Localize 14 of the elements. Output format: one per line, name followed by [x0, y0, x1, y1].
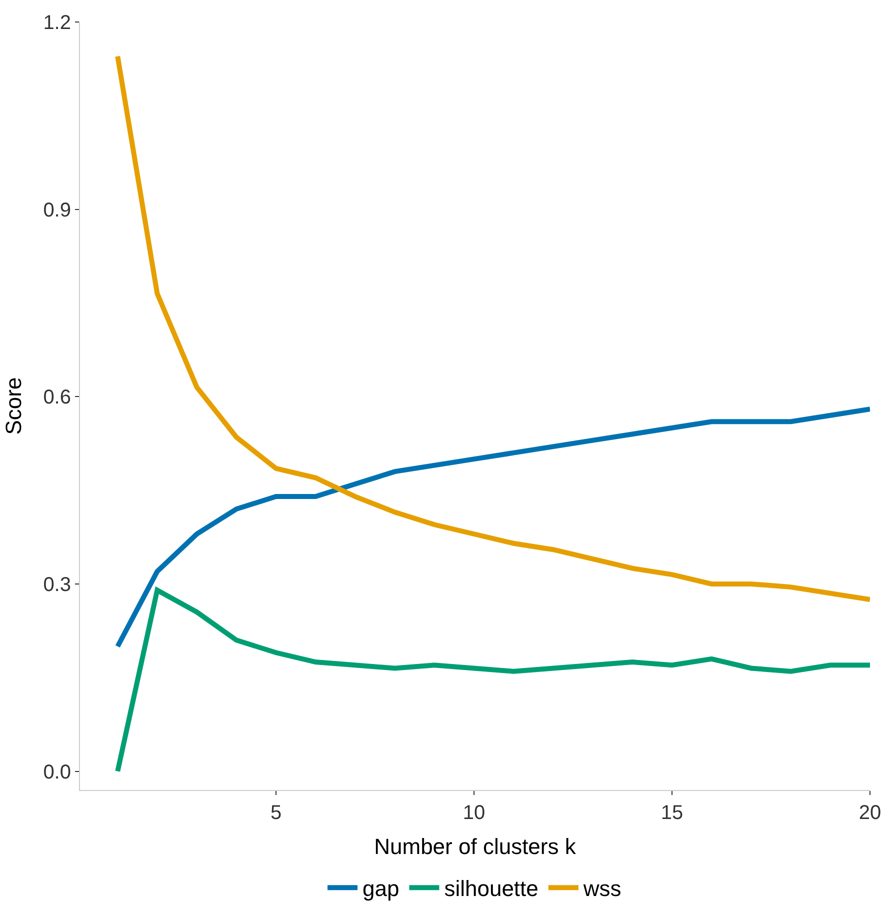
x-tick-label: 20: [858, 802, 882, 824]
y-axis-title: Score: [0, 377, 26, 435]
legend-label: silhouette: [444, 876, 538, 902]
x-axis-title: Number of clusters k: [374, 834, 577, 859]
x-tick-label: 15: [660, 802, 684, 824]
legend-label: gap: [362, 876, 400, 902]
x-tick-label: 10: [462, 802, 486, 824]
y-tick-label: 0.9: [43, 199, 71, 222]
y-tick-label: 0.0: [43, 761, 71, 784]
y-tick-label: 1.2: [43, 12, 71, 34]
x-tick-label: 5: [270, 802, 282, 824]
y-tick-label: 0.3: [43, 574, 71, 596]
legend-label: wss: [582, 876, 622, 902]
y-tick-label: 0.6: [43, 386, 71, 409]
